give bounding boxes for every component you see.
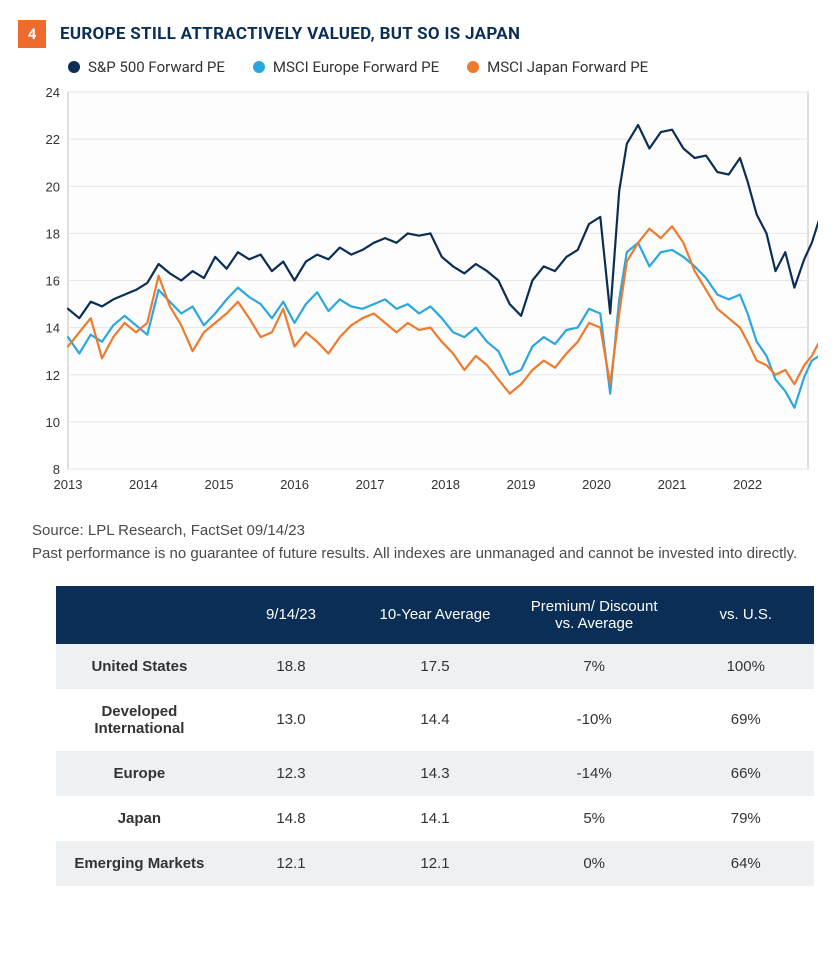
svg-text:24: 24 (46, 85, 60, 100)
row-label: Emerging Markets (56, 841, 223, 886)
table-header-cell (56, 586, 223, 644)
svg-text:2016: 2016 (280, 477, 309, 492)
chart-legend: S&P 500 Forward PE MSCI Europe Forward PE… (68, 58, 822, 76)
svg-text:2021: 2021 (658, 477, 687, 492)
row-label: Europe (56, 751, 223, 796)
valuation-table: 9/14/2310-Year AveragePremium/ Discount … (56, 586, 814, 886)
legend-marker (253, 61, 265, 73)
svg-text:22: 22 (46, 132, 60, 147)
table-cell: 66% (678, 751, 814, 796)
svg-text:2017: 2017 (356, 477, 385, 492)
table-cell: 17.5 (359, 644, 511, 689)
svg-text:20: 20 (46, 179, 60, 194)
table-row: Emerging Markets12.112.10%64% (56, 841, 814, 886)
legend-marker (68, 61, 80, 73)
legend-label: S&P 500 Forward PE (88, 58, 225, 76)
chart-title: EUROPE STILL ATTRACTIVELY VALUED, BUT SO… (60, 24, 520, 44)
svg-text:2018: 2018 (431, 477, 460, 492)
table-cell: 7% (511, 644, 678, 689)
svg-text:8: 8 (53, 462, 60, 477)
table-cell: 12.1 (359, 841, 511, 886)
table-cell: 14.1 (359, 796, 511, 841)
table-cell: 14.4 (359, 689, 511, 751)
table-cell: 14.8 (223, 796, 359, 841)
svg-text:2013: 2013 (54, 477, 83, 492)
table-cell: 79% (678, 796, 814, 841)
table-header-cell: Premium/ Discount vs. Average (511, 586, 678, 644)
table-row: Europe12.314.3-14%66% (56, 751, 814, 796)
table-cell: -14% (511, 751, 678, 796)
line-chart: 8101214161820222420132014201520162017201… (28, 84, 820, 503)
figure-number: 4 (28, 25, 37, 43)
source-line-1: Source: LPL Research, FactSet 09/14/23 (32, 519, 822, 542)
table-cell: 12.3 (223, 751, 359, 796)
legend-label: MSCI Japan Forward PE (487, 58, 648, 76)
chart-svg: 8101214161820222420132014201520162017201… (28, 84, 818, 499)
table-cell: 0% (511, 841, 678, 886)
svg-text:2019: 2019 (507, 477, 536, 492)
legend-item: S&P 500 Forward PE (68, 58, 225, 76)
legend-label: MSCI Europe Forward PE (273, 58, 439, 76)
table-cell: 69% (678, 689, 814, 751)
row-label: United States (56, 644, 223, 689)
table-cell: 18.8 (223, 644, 359, 689)
source-line-2: Past performance is no guarantee of futu… (32, 542, 822, 565)
svg-text:2014: 2014 (129, 477, 158, 492)
table-cell: 14.3 (359, 751, 511, 796)
table-cell: 100% (678, 644, 814, 689)
table-cell: 12.1 (223, 841, 359, 886)
svg-text:10: 10 (46, 415, 60, 430)
row-label: Japan (56, 796, 223, 841)
svg-text:2020: 2020 (582, 477, 611, 492)
table-row: United States18.817.57%100% (56, 644, 814, 689)
source-attribution: Source: LPL Research, FactSet 09/14/23 P… (32, 519, 822, 566)
svg-text:14: 14 (46, 321, 60, 336)
table-row: Developed International13.014.4-10%69% (56, 689, 814, 751)
table-header-cell: 10-Year Average (359, 586, 511, 644)
table-header-cell: vs. U.S. (678, 586, 814, 644)
svg-text:2022: 2022 (733, 477, 762, 492)
table-cell: 13.0 (223, 689, 359, 751)
legend-marker (467, 61, 479, 73)
table-cell: -10% (511, 689, 678, 751)
figure-number-badge: 4 (18, 20, 46, 48)
legend-item: MSCI Japan Forward PE (467, 58, 648, 76)
row-label: Developed International (56, 689, 223, 751)
legend-item: MSCI Europe Forward PE (253, 58, 439, 76)
table-cell: 5% (511, 796, 678, 841)
table-row: Japan14.814.15%79% (56, 796, 814, 841)
table: 9/14/2310-Year AveragePremium/ Discount … (56, 586, 814, 886)
svg-text:2015: 2015 (205, 477, 234, 492)
table-cell: 64% (678, 841, 814, 886)
table-header-cell: 9/14/23 (223, 586, 359, 644)
chart-header: 4 EUROPE STILL ATTRACTIVELY VALUED, BUT … (18, 20, 822, 48)
svg-text:18: 18 (46, 226, 60, 241)
svg-text:16: 16 (46, 274, 60, 289)
svg-text:12: 12 (46, 368, 60, 383)
